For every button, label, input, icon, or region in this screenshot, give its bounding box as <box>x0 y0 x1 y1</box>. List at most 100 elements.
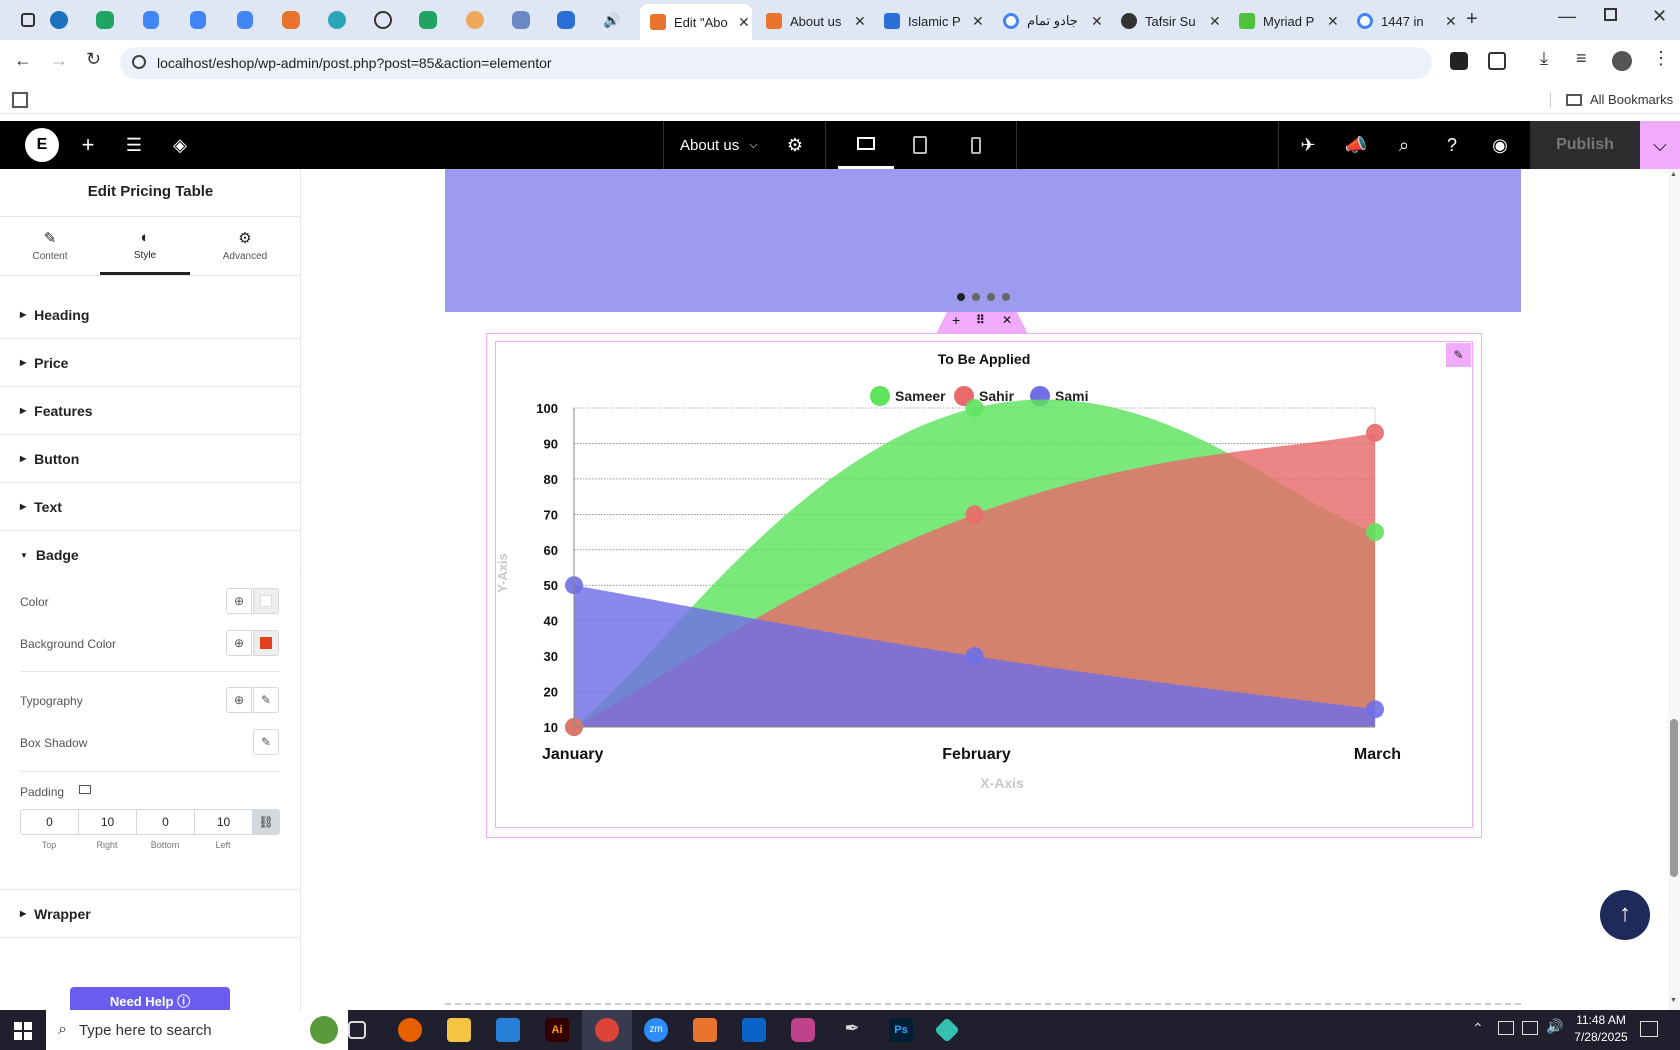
edit-widget-pencil-icon[interactable]: ✎ <box>1446 343 1471 367</box>
forward-icon[interactable]: → <box>50 50 68 70</box>
preview-eye-icon[interactable]: ◉ <box>1492 134 1508 155</box>
legend-label-sami[interactable]: Sami <box>1055 388 1088 404</box>
link-values-icon[interactable]: ⛓ <box>253 810 279 834</box>
tab-tafsir[interactable]: Tafsir Su ✕ <box>1111 6 1229 36</box>
data-point-sahir[interactable] <box>965 505 984 524</box>
pinned-tab-docs-3[interactable] <box>237 11 253 29</box>
section-heading[interactable]: ▶ Heading <box>0 291 301 339</box>
rocket-icon[interactable]: ✈ <box>1300 134 1316 155</box>
minimize-icon[interactable]: — <box>1558 6 1576 26</box>
tablet-view-icon[interactable] <box>906 121 934 169</box>
color-picker-swatch[interactable] <box>253 588 279 614</box>
slider-dot[interactable] <box>972 293 980 301</box>
pinned-tab-audio[interactable]: 🔊 <box>603 12 621 28</box>
responsive-desktop-icon[interactable] <box>79 785 91 794</box>
need-help-button[interactable]: Need Help ⓘ <box>70 987 230 1013</box>
site-info-icon[interactable] <box>132 55 146 69</box>
pinned-tab-sheets-2[interactable] <box>419 11 437 29</box>
clock-date[interactable]: 7/28/2025 <box>1574 1030 1628 1044</box>
tab-islamic[interactable]: Islamic P ✕ <box>874 6 992 36</box>
close-icon[interactable]: ✕ <box>738 13 750 30</box>
pinned-tab-sheets[interactable] <box>96 11 114 29</box>
scroll-to-top-button[interactable]: ↑ <box>1600 890 1650 940</box>
download-icon[interactable]: ⤓ <box>1540 48 1548 68</box>
pinned-tab-grid[interactable] <box>512 11 530 29</box>
box-shadow-edit-pencil-icon[interactable]: ✎ <box>253 729 279 755</box>
pinned-tab-docs-2[interactable] <box>190 11 206 29</box>
tab-1447[interactable]: 1447 in ✕ <box>1347 6 1465 36</box>
data-point-sami[interactable] <box>965 647 984 666</box>
data-point-sami[interactable] <box>1366 700 1384 719</box>
url-field[interactable]: localhost/eshop/wp-admin/post.php?post=8… <box>120 47 1432 79</box>
apps-grid-icon[interactable] <box>12 92 28 108</box>
tab-about-us[interactable]: About us ✕ <box>756 6 874 36</box>
creative-cloud-icon[interactable] <box>791 1018 815 1042</box>
pinned-tab-openai[interactable] <box>374 11 392 29</box>
close-icon[interactable]: ✕ <box>1209 12 1221 29</box>
firefox-icon[interactable] <box>398 1018 422 1042</box>
scroll-down-icon[interactable]: ▼ <box>1670 997 1677 1004</box>
scroll-up-icon[interactable]: ▲ <box>1670 171 1677 178</box>
pinned-tab-app[interactable] <box>328 11 346 29</box>
pinned-tab-docs-1[interactable] <box>143 11 159 29</box>
close-icon[interactable]: ✕ <box>854 12 866 29</box>
tab-content[interactable]: ✎ Content <box>0 217 100 275</box>
section-price[interactable]: ▶ Price <box>0 339 301 387</box>
pinned-tab-xampp[interactable] <box>282 11 300 29</box>
photoshop-icon[interactable]: Ps <box>889 1018 913 1042</box>
extension-f-icon[interactable] <box>1450 52 1468 70</box>
padding-right-input[interactable]: 10 <box>79 810 137 834</box>
outlook-icon[interactable] <box>742 1018 766 1042</box>
global-colors-icon[interactable]: ⊕ <box>226 588 252 614</box>
menu-kebab-icon[interactable]: ⋮ <box>1652 48 1670 68</box>
page-name-dropdown[interactable]: About us ⌵ <box>680 136 758 154</box>
vscode-icon[interactable] <box>496 1018 520 1042</box>
legend-label-sameer[interactable]: Sameer <box>895 388 946 404</box>
window-close-icon[interactable]: ✕ <box>1652 6 1668 26</box>
tab-myriad[interactable]: Myriad P ✕ <box>1229 6 1347 36</box>
tray-volume-icon[interactable]: 🔊 <box>1546 1018 1564 1034</box>
elementor-logo[interactable]: E <box>25 128 59 162</box>
section-button[interactable]: ▶ Button <box>0 435 301 483</box>
publish-button[interactable]: Publish <box>1530 121 1640 169</box>
zoom-icon[interactable]: zm <box>644 1018 668 1042</box>
tab-style[interactable]: ◐ Style <box>100 217 190 275</box>
slider-dot[interactable] <box>987 293 995 301</box>
legend-label-sahir[interactable]: Sahir <box>979 388 1015 404</box>
legend-swatch-sameer[interactable] <box>870 386 890 406</box>
pinned-tab-hand[interactable] <box>466 11 484 29</box>
background-color-swatch[interactable] <box>253 630 279 656</box>
restore-icon[interactable] <box>1604 8 1617 21</box>
xampp-icon[interactable] <box>693 1018 717 1042</box>
site-settings-icon[interactable]: ☰ <box>125 134 143 155</box>
new-tab-icon[interactable]: + <box>1466 8 1478 30</box>
data-point-sameer[interactable] <box>1366 523 1384 542</box>
publish-options-chevron-icon[interactable]: ⌵ <box>1640 121 1680 169</box>
section-features[interactable]: ▶ Features <box>0 387 301 435</box>
slider-section[interactable] <box>445 169 1521 312</box>
tray-device-icon[interactable] <box>1498 1021 1514 1035</box>
global-colors-icon[interactable]: ⊕ <box>226 630 252 656</box>
close-icon[interactable]: ✕ <box>1091 12 1103 29</box>
slider-dot[interactable] <box>1002 293 1010 301</box>
global-typography-icon[interactable]: ⊕ <box>226 687 252 713</box>
clock-time[interactable]: 11:48 AM <box>1576 1013 1626 1027</box>
back-icon[interactable]: ← <box>14 50 32 70</box>
section-text[interactable]: ▶ Text <box>0 483 301 531</box>
canvas-scrollbar[interactable] <box>1668 169 1680 1010</box>
pinned-tab-forms[interactable] <box>557 11 575 29</box>
tab-google-urdu[interactable]: جادو تمام ✕ <box>993 6 1111 36</box>
notification-center-icon[interactable] <box>1640 1021 1658 1037</box>
tray-chevron-up-icon[interactable]: ⌃ <box>1472 1020 1484 1036</box>
delete-section-icon[interactable]: ✕ <box>1002 313 1013 327</box>
extensions-icon[interactable] <box>1488 52 1506 70</box>
media-icon[interactable]: ≡ <box>1576 48 1587 68</box>
section-outline[interactable] <box>486 333 1482 838</box>
section-wrapper[interactable]: ▶ Wrapper <box>0 890 301 938</box>
search-icon[interactable]: ⌕ <box>1398 134 1410 155</box>
add-section-icon[interactable]: + <box>952 312 961 328</box>
notifications-megaphone-icon[interactable]: 📣 <box>1344 134 1368 155</box>
page-settings-gear-icon[interactable]: ⚙ <box>786 134 804 155</box>
slider-dot-active[interactable] <box>957 293 965 301</box>
all-bookmarks-link[interactable]: All Bookmarks <box>1590 92 1674 107</box>
